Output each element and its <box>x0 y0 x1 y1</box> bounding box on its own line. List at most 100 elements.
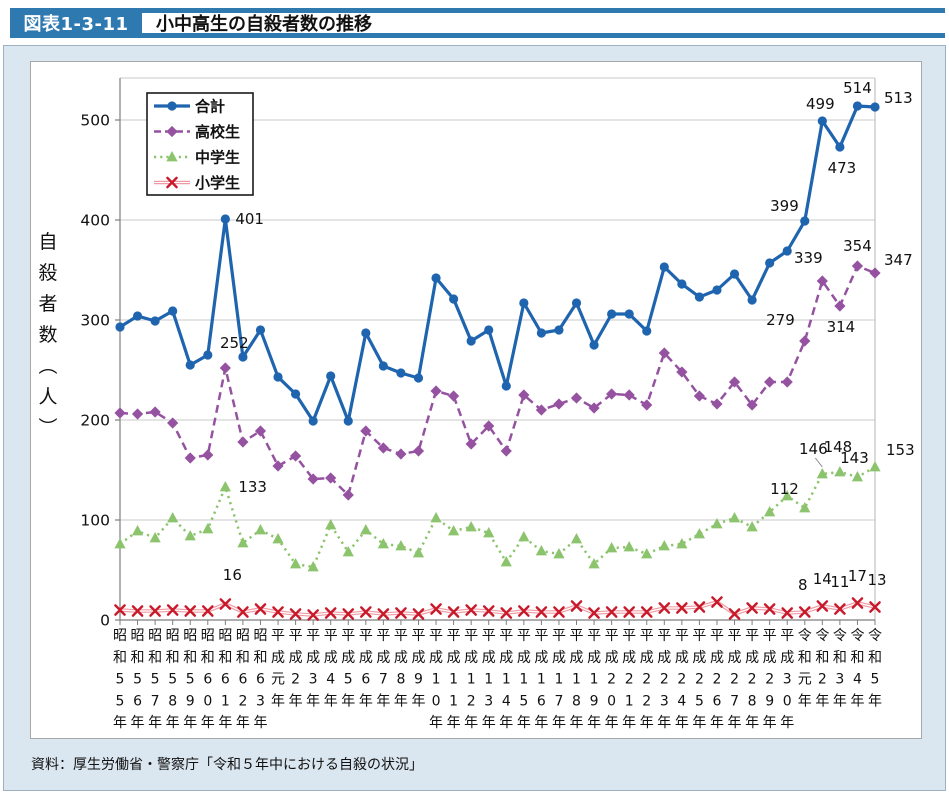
x-category-label: 平成 2 4 年 <box>675 628 689 731</box>
chart-text: ︶ <box>38 417 57 439</box>
data-point <box>729 269 740 279</box>
data-point <box>500 607 513 619</box>
data-point <box>728 376 741 388</box>
data-point <box>482 605 495 617</box>
data-point <box>131 408 144 420</box>
data-point <box>658 540 670 551</box>
data-point <box>325 472 337 484</box>
x-category-label: 平成 1 5 年 <box>517 628 531 731</box>
x-category-label: 平成 1 3 年 <box>482 628 496 731</box>
data-point <box>869 267 881 279</box>
data-point <box>764 376 776 388</box>
data-point <box>606 388 618 400</box>
data-label: 401 <box>235 210 264 228</box>
data-point <box>430 603 442 615</box>
legend-label: 小学生 <box>195 174 240 192</box>
data-point <box>168 306 178 316</box>
x-category-label: 平成 4 年 <box>324 628 338 709</box>
data-point <box>553 548 565 559</box>
data-point <box>658 347 670 359</box>
data-point <box>677 279 687 289</box>
x-category-label: 平成 2 2 年 <box>640 628 654 731</box>
data-point <box>395 540 407 551</box>
data-point <box>693 390 706 402</box>
data-point <box>817 116 827 126</box>
data-point <box>272 460 284 472</box>
x-category-label: 平成 2 1 年 <box>622 628 636 731</box>
data-point <box>605 606 618 618</box>
data-point <box>869 461 881 472</box>
data-point <box>553 398 565 410</box>
data-point <box>782 246 792 256</box>
figure-title: 小中高生の自殺者数の推移 <box>142 8 945 38</box>
x-category-label: 平成 7 年 <box>376 628 390 709</box>
x-category-label: 昭和 5 8 年 <box>166 628 180 731</box>
data-point <box>449 294 459 304</box>
x-category-label: 昭和 5 5 年 <box>113 628 127 731</box>
x-category-label: 平成 8 年 <box>394 628 408 709</box>
data-point <box>149 605 161 617</box>
chart-text: 0 <box>100 612 110 630</box>
chart-text: 者 <box>38 293 57 315</box>
chart-text: 殺 <box>38 262 57 284</box>
x-category-label: 平成 5 年 <box>341 628 355 709</box>
data-point <box>324 607 337 619</box>
data-point <box>676 602 688 614</box>
data-point <box>273 372 283 382</box>
data-point <box>131 605 144 617</box>
data-point <box>765 258 775 268</box>
x-category-label: 昭和 5 7 年 <box>148 628 162 731</box>
data-point <box>624 309 634 319</box>
data-point <box>728 512 741 523</box>
data-label: 252 <box>220 334 249 352</box>
data-point <box>360 524 372 535</box>
data-label: 279 <box>766 311 795 329</box>
data-point <box>852 101 863 111</box>
data-point <box>343 416 353 426</box>
data-point <box>518 605 530 617</box>
data-point <box>115 322 125 332</box>
x-category-label: 平成 6 年 <box>359 628 373 709</box>
data-label: 14 <box>813 570 832 588</box>
data-point <box>377 608 390 620</box>
data-point <box>781 376 793 388</box>
legend-label: 中学生 <box>195 149 240 167</box>
data-point <box>588 402 600 414</box>
data-point <box>114 604 126 616</box>
data-point <box>816 275 828 287</box>
data-point <box>149 532 161 543</box>
data-point <box>588 607 600 619</box>
data-point <box>430 385 442 397</box>
data-label: 513 <box>884 89 913 107</box>
data-point <box>466 336 476 346</box>
data-point <box>589 340 599 350</box>
x-category-label: 平成 3 年 <box>306 628 320 709</box>
data-point <box>413 373 424 383</box>
x-category-label: 平成 1 4 年 <box>499 628 513 731</box>
x-category-label: 昭和 6 2 年 <box>236 628 250 731</box>
data-point <box>554 325 564 335</box>
data-point <box>553 606 565 618</box>
data-point <box>746 399 758 411</box>
x-category-label: 平成 2 5 年 <box>692 628 706 731</box>
x-category-label: 令和元年 <box>798 628 812 709</box>
data-label: 17 <box>848 567 867 585</box>
data-point <box>536 328 546 338</box>
data-point <box>219 598 232 610</box>
chart-box: 0 100 200 300 400 500 自殺者数 ︵ 人 ︶ 昭和 5 5 年昭和 5 6 年昭和 5 7 年昭和… <box>30 61 922 739</box>
data-point <box>799 502 811 513</box>
x-category-label: 平成 2 7 年 <box>728 628 742 731</box>
x-category-label: 平成 1 6 年 <box>534 628 548 731</box>
x-category-label: 平成 1 8 年 <box>570 628 584 731</box>
data-label: 347 <box>884 251 913 269</box>
data-point <box>307 473 319 485</box>
x-category-label: 令和 2 年 <box>815 628 829 709</box>
data-label: 153 <box>886 441 915 459</box>
data-label: 133 <box>238 478 267 496</box>
data-point <box>535 404 547 416</box>
data-point <box>641 399 653 411</box>
data-point <box>834 466 846 477</box>
data-point <box>712 285 722 295</box>
data-point <box>693 528 706 539</box>
